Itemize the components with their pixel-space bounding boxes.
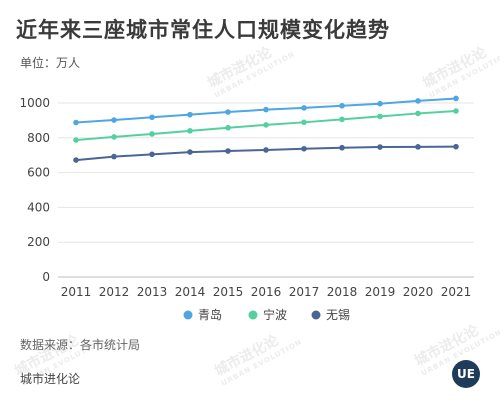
x-tick-label: 2019 [365,285,396,299]
data-point [111,117,117,123]
data-point [149,131,155,137]
x-tick-label: 2017 [289,285,320,299]
y-tick-label: 800 [27,131,50,145]
data-point [225,109,231,115]
data-point [339,116,345,123]
legend-marker [311,310,321,320]
data-point [149,151,155,158]
x-tick-label: 2014 [175,285,206,299]
data-point [339,144,345,151]
x-tick-label: 2016 [251,285,282,299]
x-tick-label: 2013 [137,285,168,299]
data-point [301,105,307,111]
x-tick-label: 2011 [61,285,92,299]
legend-label: 宁波 [263,307,287,322]
data-point [187,111,193,118]
data-point [415,144,421,150]
data-point [453,143,459,150]
data-point [73,119,79,126]
legend-marker [248,310,258,320]
data-point [453,108,459,114]
data-point [225,148,231,154]
data-point [263,106,269,113]
data-point [415,98,421,104]
data-point [73,157,79,163]
data-point [111,134,117,140]
unit-label: 单位：万人 [20,56,81,70]
x-tick-label: 2015 [213,285,244,299]
data-point [263,147,269,153]
y-tick-label: 400 [27,200,50,214]
x-tick-label: 2012 [99,285,130,299]
x-tick-label: 2018 [327,285,358,299]
legend-label: 无锡 [326,307,350,322]
chart-title: 近年来三座城市常住人口规模变化趋势 [16,18,390,42]
data-point [301,145,307,152]
data-point [111,153,117,160]
x-tick-label: 2021 [441,285,472,299]
brand-name: 城市进化论 [20,372,81,386]
y-tick-label: 200 [27,235,50,249]
y-tick-label: 1000 [19,96,50,110]
data-point [263,122,269,128]
data-point [377,100,383,107]
data-point [453,95,459,102]
data-point [301,119,307,126]
y-tick-label: 600 [27,166,50,180]
brand-logo: UE [452,360,480,388]
data-point [377,144,383,150]
data-point [339,102,345,109]
y-tick-label: 0 [42,270,50,284]
data-point [187,149,193,155]
x-tick-label: 2020 [403,285,434,299]
data-point [187,128,193,134]
legend-label: 青岛 [198,307,222,322]
legend-marker [183,310,193,320]
data-point [225,124,231,131]
data-point [149,114,155,121]
data-point [73,137,79,143]
data-source: 数据来源：各市统计局 [20,338,141,352]
data-point [415,110,421,117]
data-point [377,113,383,120]
